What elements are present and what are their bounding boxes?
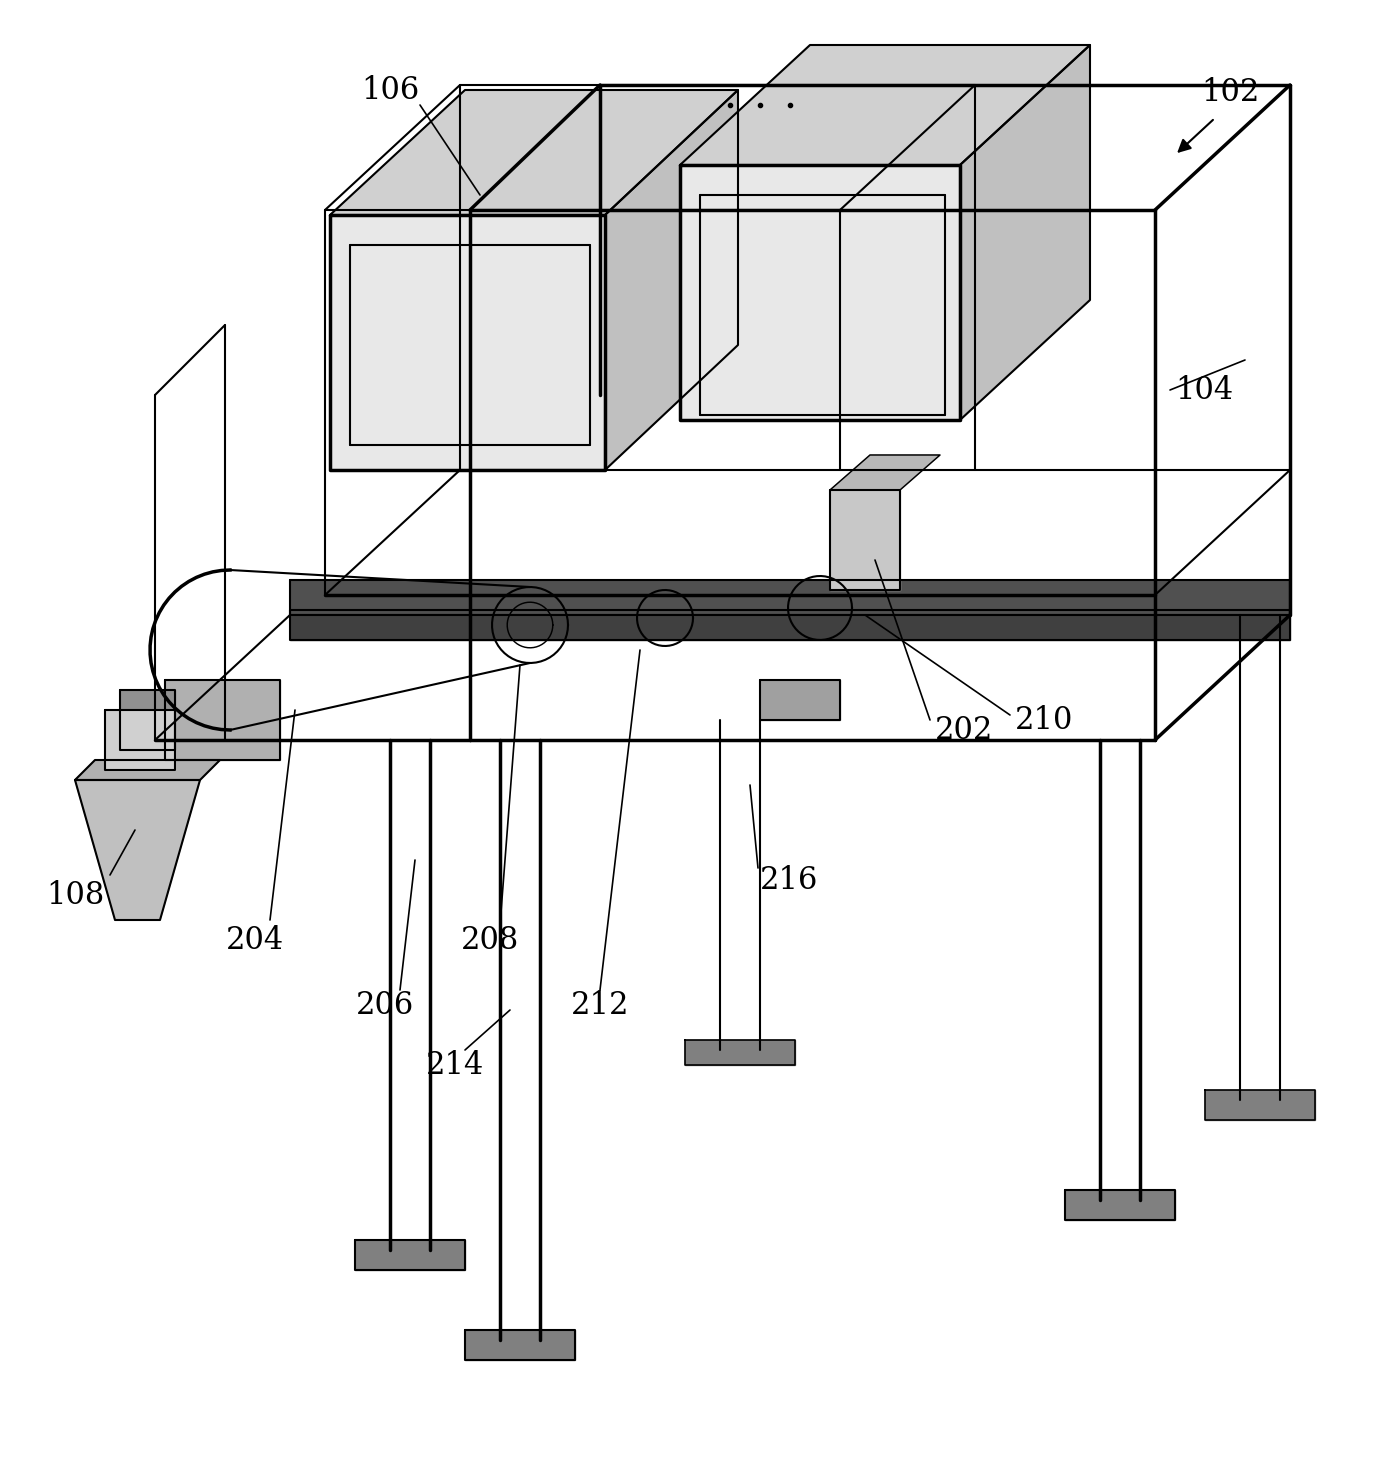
Text: 108: 108 bbox=[46, 880, 104, 911]
Polygon shape bbox=[681, 164, 960, 420]
Text: 202: 202 bbox=[935, 714, 994, 745]
Polygon shape bbox=[330, 89, 738, 216]
Text: 102: 102 bbox=[1201, 76, 1260, 107]
Polygon shape bbox=[465, 1331, 575, 1360]
Text: 210: 210 bbox=[1015, 704, 1073, 735]
Text: 214: 214 bbox=[426, 1049, 484, 1081]
Text: 208: 208 bbox=[461, 924, 519, 955]
Polygon shape bbox=[606, 89, 738, 469]
Polygon shape bbox=[681, 45, 1090, 164]
Polygon shape bbox=[290, 579, 1290, 615]
Polygon shape bbox=[290, 610, 1290, 640]
Text: 212: 212 bbox=[571, 990, 629, 1021]
Text: 104: 104 bbox=[1175, 374, 1233, 405]
Polygon shape bbox=[120, 689, 175, 750]
Polygon shape bbox=[960, 45, 1090, 420]
Polygon shape bbox=[75, 760, 220, 780]
Polygon shape bbox=[330, 216, 606, 469]
Polygon shape bbox=[830, 455, 940, 490]
Text: 216: 216 bbox=[760, 864, 818, 895]
Polygon shape bbox=[685, 1040, 795, 1065]
Polygon shape bbox=[830, 490, 901, 590]
Text: 106: 106 bbox=[361, 75, 419, 106]
Polygon shape bbox=[166, 681, 280, 760]
Polygon shape bbox=[1065, 1190, 1175, 1221]
Polygon shape bbox=[75, 780, 200, 920]
Text: 206: 206 bbox=[356, 990, 415, 1021]
Text: 204: 204 bbox=[226, 924, 284, 955]
Polygon shape bbox=[355, 1240, 465, 1270]
Polygon shape bbox=[760, 681, 839, 720]
Polygon shape bbox=[104, 710, 175, 770]
Polygon shape bbox=[1205, 1090, 1315, 1119]
